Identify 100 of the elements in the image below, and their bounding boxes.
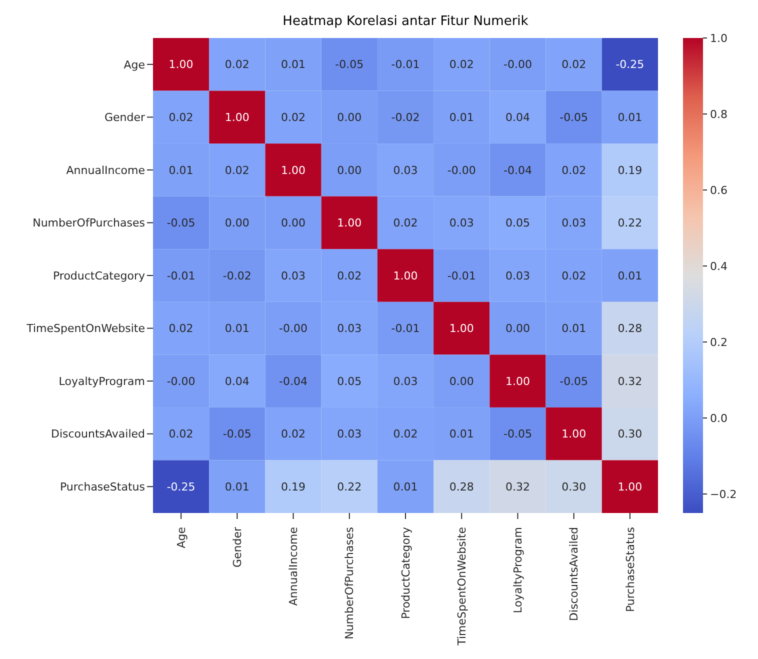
y-tick-label: PurchaseStatus [60, 480, 146, 494]
data-label: 0.05 [505, 216, 530, 230]
x-tick-label: ProductCategory [399, 526, 412, 620]
data-label: 0.00 [281, 216, 306, 230]
data-label: -0.05 [560, 111, 588, 124]
data-label: 0.01 [449, 428, 474, 441]
color-bar-label: 1.0 [710, 32, 728, 45]
data-label: 0.02 [562, 164, 586, 177]
data-label: 0.30 [562, 480, 586, 494]
data-label: 0.04 [224, 374, 250, 388]
data-label: 0.00 [505, 322, 530, 336]
data-label: 0.03 [337, 322, 362, 336]
data-label: 0.28 [618, 322, 642, 336]
data-label: 0.00 [337, 111, 362, 124]
y-tick-label: TimeSpentOnWebsite [26, 322, 146, 336]
data-label: 0.30 [618, 428, 642, 441]
x-tick-label: LoyaltyProgram [512, 527, 525, 614]
x-tick-label: Gender [231, 526, 244, 568]
data-label: 0.02 [393, 216, 418, 230]
data-label: 0.19 [618, 164, 642, 177]
data-label: 0.03 [562, 216, 586, 230]
data-label: 0.22 [618, 216, 642, 230]
data-label: -0.02 [222, 269, 252, 282]
data-label: -0.02 [391, 111, 420, 124]
data-label: 0.02 [562, 58, 586, 72]
data-label: 0.01 [168, 164, 194, 177]
data-label: 1.00 [337, 216, 362, 230]
data-label: 1.00 [224, 111, 250, 124]
x-tick-label: Age [174, 526, 188, 548]
data-label: -0.04 [503, 164, 532, 177]
data-label: -0.05 [503, 428, 532, 441]
data-label: 0.02 [562, 269, 586, 282]
data-label: 0.22 [337, 480, 362, 494]
y-tick-label: ProductCategory [52, 269, 146, 282]
data-label: 0.01 [393, 480, 418, 494]
data-label: -0.05 [166, 216, 196, 230]
data-label: 0.02 [281, 428, 306, 441]
data-label: -0.01 [391, 58, 420, 72]
x-tick-label: AnnualIncome [287, 526, 300, 606]
data-label: -0.05 [560, 374, 588, 388]
color-bar-label: 0.8 [710, 108, 728, 121]
data-label: -0.04 [279, 374, 308, 388]
color-bar-label: −0.2 [710, 488, 737, 501]
data-label: 1.00 [618, 480, 642, 494]
data-label: 0.04 [505, 111, 530, 124]
data-label: 0.02 [224, 164, 250, 177]
data-label: 0.02 [168, 428, 194, 441]
data-label: 1.00 [562, 428, 586, 441]
data-label: 0.01 [224, 322, 250, 336]
y-tick-label: AnnualIncome [66, 164, 146, 177]
x-tick-label: PurchaseStatus [624, 526, 637, 612]
data-label: 0.02 [337, 269, 362, 282]
data-label: 0.03 [505, 269, 530, 282]
x-tick-label: TimeSpentOnWebsite [455, 526, 468, 646]
data-label: 0.01 [618, 269, 642, 282]
data-label: 0.01 [449, 111, 474, 124]
data-label: 0.01 [224, 480, 250, 494]
data-label: -0.00 [447, 164, 476, 177]
data-label: -0.01 [447, 269, 476, 282]
data-label: 0.02 [168, 111, 194, 124]
color-bar-label: 0.4 [710, 260, 728, 273]
data-label: 0.32 [505, 480, 530, 494]
y-tick-label: DiscountsAvailed [50, 428, 145, 441]
color-bar-label: 0.0 [710, 412, 728, 425]
data-label: -0.25 [166, 480, 196, 494]
y-tick-label: Age [124, 58, 146, 72]
y-tick-label: Gender [104, 111, 146, 124]
data-label: 0.03 [281, 269, 306, 282]
data-label: 0.01 [281, 58, 306, 72]
data-label: 0.01 [618, 111, 642, 124]
data-label: 0.19 [281, 480, 306, 494]
data-label: -0.00 [279, 322, 308, 336]
data-label: 1.00 [281, 164, 306, 177]
data-label: 0.01 [562, 322, 586, 336]
data-label: 0.28 [449, 480, 474, 494]
data-label: 0.02 [168, 322, 194, 336]
data-label: 1.00 [168, 58, 194, 72]
data-label: 0.05 [337, 374, 362, 388]
data-label: -0.25 [616, 58, 644, 72]
data-label: 0.03 [393, 374, 418, 388]
y-tick-label: LoyaltyProgram [58, 374, 145, 388]
data-label: 1.00 [505, 374, 530, 388]
chart-title: Heatmap Korelasi antar Fitur Numerik [282, 14, 530, 29]
data-label: 0.02 [393, 428, 418, 441]
data-label: 0.03 [337, 428, 362, 441]
data-label: 0.02 [449, 58, 474, 72]
data-label: 1.00 [393, 269, 418, 282]
data-label: -0.01 [391, 322, 420, 336]
color-bar-label: 0.6 [710, 184, 728, 197]
data-label: -0.00 [503, 58, 532, 72]
data-label: -0.05 [222, 428, 252, 441]
data-label: 0.03 [449, 216, 474, 230]
color-bar-label: 0.2 [710, 336, 728, 349]
data-label: -0.00 [166, 374, 196, 388]
data-label: 1.00 [449, 322, 474, 336]
x-tick-label: DiscountsAvailed [568, 527, 581, 622]
data-label: 0.02 [281, 111, 306, 124]
data-label: -0.01 [166, 269, 196, 282]
x-tick-label: NumberOfPurchases [343, 526, 356, 640]
data-label: 0.02 [224, 58, 250, 72]
